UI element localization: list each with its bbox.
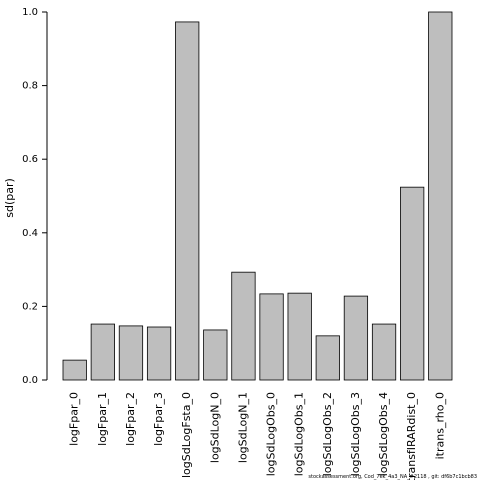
y-tick-label: 0.2 <box>22 301 38 312</box>
bar <box>259 293 284 381</box>
bar <box>146 326 172 381</box>
x-tick-label: logFpar_2 <box>124 392 137 446</box>
x-tick-label: logSdLogFsta_0 <box>180 392 193 478</box>
bar <box>400 186 425 381</box>
x-tick-label: logSdLogObs_0 <box>265 392 278 476</box>
x-tick-label: logFpar_1 <box>96 392 109 446</box>
x-tick-label: logSdLogObs_3 <box>349 392 362 476</box>
bar <box>231 271 256 381</box>
y-tick-label: 0.0 <box>22 375 38 386</box>
x-tick-label: logFpar_3 <box>152 392 165 446</box>
bar <box>315 335 340 381</box>
x-tick-label: logFpar_0 <box>68 392 81 446</box>
footer: stockassessment.org, Cod_7ek_4a3_NA_#211… <box>308 474 477 480</box>
bar <box>203 329 228 381</box>
bar <box>62 359 87 381</box>
y-axis-label: sd(par) <box>3 178 16 218</box>
bar <box>287 292 312 381</box>
y-tick-label: 0.8 <box>22 81 38 92</box>
bar <box>428 11 453 381</box>
bar <box>371 323 397 381</box>
bar <box>343 295 369 381</box>
bar <box>118 325 144 381</box>
x-tick-label: transfIRARdist_0 <box>405 392 418 480</box>
bar <box>90 323 115 381</box>
x-tick-label: itrans_rho_0 <box>433 392 446 459</box>
x-tick-label: logSdLogObs_1 <box>293 392 306 476</box>
x-tick-label: logSdLogN_0 <box>208 392 221 463</box>
y-tick-label: 1.0 <box>22 7 38 18</box>
x-tick-label: logSdLogObs_2 <box>321 392 334 476</box>
y-tick-label: 0.6 <box>22 154 38 165</box>
bar <box>175 21 200 381</box>
x-tick-label: logSdLogN_1 <box>236 392 249 463</box>
x-tick-label: logSdLogObs_4 <box>377 392 390 476</box>
y-tick-label: 0.4 <box>22 228 38 239</box>
